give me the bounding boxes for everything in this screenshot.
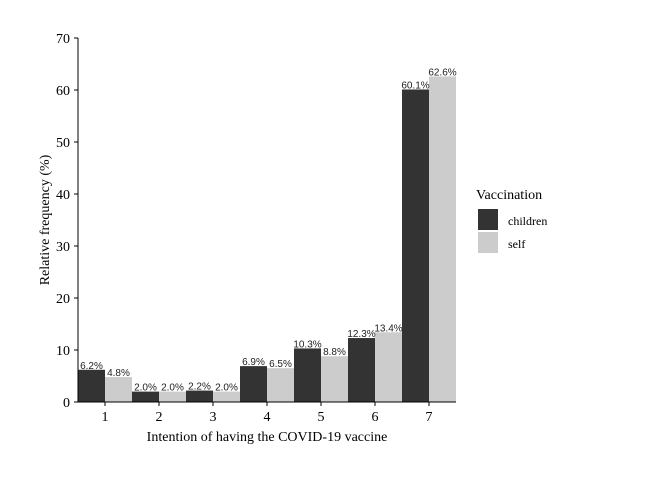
bar-self-2 <box>159 391 186 402</box>
data-label-self-6: 13.4% <box>374 323 402 334</box>
legend-title: Vaccination <box>476 188 542 203</box>
data-label-self-5: 8.8% <box>323 347 346 358</box>
x-tick-label: 6 <box>372 410 379 425</box>
y-tick-label: 50 <box>56 136 70 151</box>
data-label-children-4: 6.9% <box>242 357 265 368</box>
data-label-children-1: 6.2% <box>80 361 103 372</box>
bar-self-4 <box>267 368 294 402</box>
y-axis-label: Relative frequency (%) <box>38 154 53 285</box>
legend: Vaccination children self <box>476 188 547 253</box>
data-label-self-7: 62.6% <box>428 67 456 78</box>
x-tick-label: 4 <box>264 410 271 425</box>
data-label-self-4: 6.5% <box>269 359 292 370</box>
y-tick-label: 20 <box>56 292 70 307</box>
y-axis-ticks: 0 10 20 30 40 50 60 70 <box>56 32 78 411</box>
x-axis-ticks: 1 2 3 4 5 6 7 <box>102 402 433 425</box>
data-label-children-7: 60.1% <box>401 80 429 91</box>
y-tick-label: 70 <box>56 32 70 47</box>
bar-children-6 <box>348 338 375 402</box>
y-tick-label: 30 <box>56 240 70 255</box>
legend-label-self: self <box>508 237 525 251</box>
bar-self-1 <box>105 377 132 402</box>
data-label-children-3: 2.2% <box>188 382 211 393</box>
data-label-children-2: 2.0% <box>134 383 157 394</box>
y-tick-label: 0 <box>63 396 70 411</box>
legend-label-children: children <box>508 214 547 228</box>
data-label-self-3: 2.0% <box>215 383 238 394</box>
y-tick-label: 40 <box>56 188 70 203</box>
x-tick-label: 1 <box>102 410 109 425</box>
bars <box>78 76 456 402</box>
bar-children-5 <box>294 348 321 402</box>
data-label-self-1: 4.8% <box>107 368 130 379</box>
y-tick-label: 10 <box>56 344 70 359</box>
y-tick-label: 60 <box>56 84 70 99</box>
legend-swatch-children <box>478 209 498 230</box>
bar-value-labels: 6.2% 4.8% 2.0% 2.0% 2.2% 2.0% 6.9% 6.5%10.3%8.8… <box>80 67 457 393</box>
data-label-children-5: 10.3% <box>293 339 321 350</box>
bar-self-7 <box>429 76 456 402</box>
bar-children-4 <box>240 366 267 402</box>
x-axis-label: Intention of having the COVID-19 vaccine <box>147 430 388 445</box>
bar-children-2 <box>132 391 159 402</box>
legend-swatch-self <box>478 232 498 253</box>
bar-self-6 <box>375 332 402 402</box>
bar-self-5 <box>321 356 348 402</box>
bar-children-1 <box>78 369 105 402</box>
x-tick-label: 2 <box>156 410 163 425</box>
x-tick-label: 7 <box>426 410 433 425</box>
bar-children-7 <box>402 89 429 402</box>
bar-self-3 <box>213 391 240 402</box>
data-label-children-6: 12.3% <box>347 329 375 340</box>
x-tick-label: 5 <box>318 410 325 425</box>
data-label-self-2: 2.0% <box>161 383 184 394</box>
bar-children-3 <box>186 390 213 402</box>
x-tick-label: 3 <box>210 410 217 425</box>
